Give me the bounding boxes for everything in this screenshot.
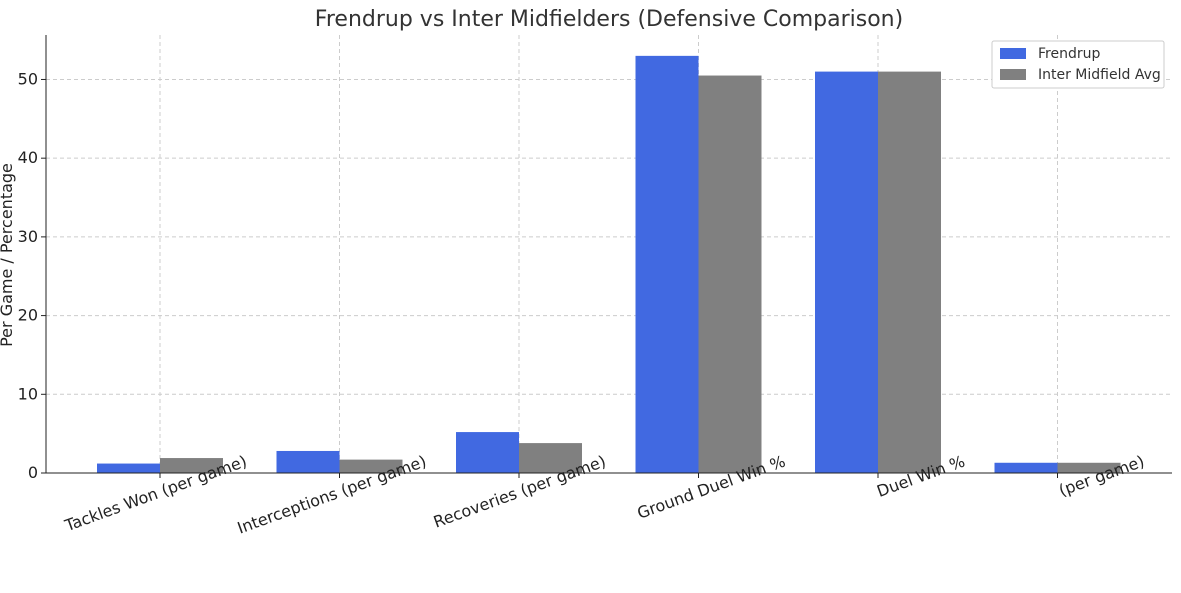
- bars: [97, 55, 1121, 473]
- y-tick-label: 0: [28, 463, 38, 482]
- legend-label-frendrup: Frendrup: [1038, 46, 1100, 62]
- x-tick-labels: Tackles Won (per game)Interceptions (per…: [61, 452, 1146, 538]
- y-axis-label: Per Game / Percentage: [0, 163, 16, 347]
- bar-frendrup-tackles-won-per-game: [97, 463, 160, 473]
- bar-frendrup-duel-win: [815, 71, 878, 473]
- legend-swatch-inter-midfield-avg: [1000, 69, 1026, 80]
- bar-inter-midfield-avg-per-game: [1057, 462, 1121, 473]
- bar-inter-midfield-avg-duel-win: [878, 71, 941, 473]
- axes: [41, 35, 1172, 478]
- chart-title: Frendrup vs Inter Midfielders (Defensive…: [315, 7, 903, 32]
- y-tick-label: 30: [18, 227, 38, 246]
- legend: Frendrup Inter Midfield Avg: [991, 40, 1165, 89]
- bar-inter-midfield-avg-ground-duel-win: [698, 75, 762, 473]
- y-tick-label: 20: [18, 306, 38, 325]
- y-tick-label: 10: [18, 384, 38, 403]
- legend-swatch-frendrup: [1000, 48, 1026, 59]
- bar-inter-midfield-avg-recoveries-per-game: [519, 443, 582, 473]
- legend-label-inter-midfield-avg: Inter Midfield Avg: [1038, 67, 1161, 83]
- bar-frendrup-ground-duel-win: [635, 55, 699, 473]
- bar-frendrup-interceptions-per-game: [276, 450, 340, 473]
- bar-inter-midfield-avg-tackles-won-per-game: [160, 458, 223, 473]
- gridlines: [46, 35, 1172, 474]
- y-tick-label: 40: [18, 148, 38, 167]
- y-tick-label: 50: [18, 69, 38, 88]
- y-tick-labels: 0 10 20 30 40 50: [18, 69, 38, 482]
- bar-frendrup-per-game: [994, 462, 1058, 473]
- bar-frendrup-recoveries-per-game: [456, 432, 519, 473]
- x-tick-label: (per game): [1056, 452, 1147, 500]
- bar-inter-midfield-avg-interceptions-per-game: [339, 459, 403, 473]
- legend-box: [991, 40, 1165, 89]
